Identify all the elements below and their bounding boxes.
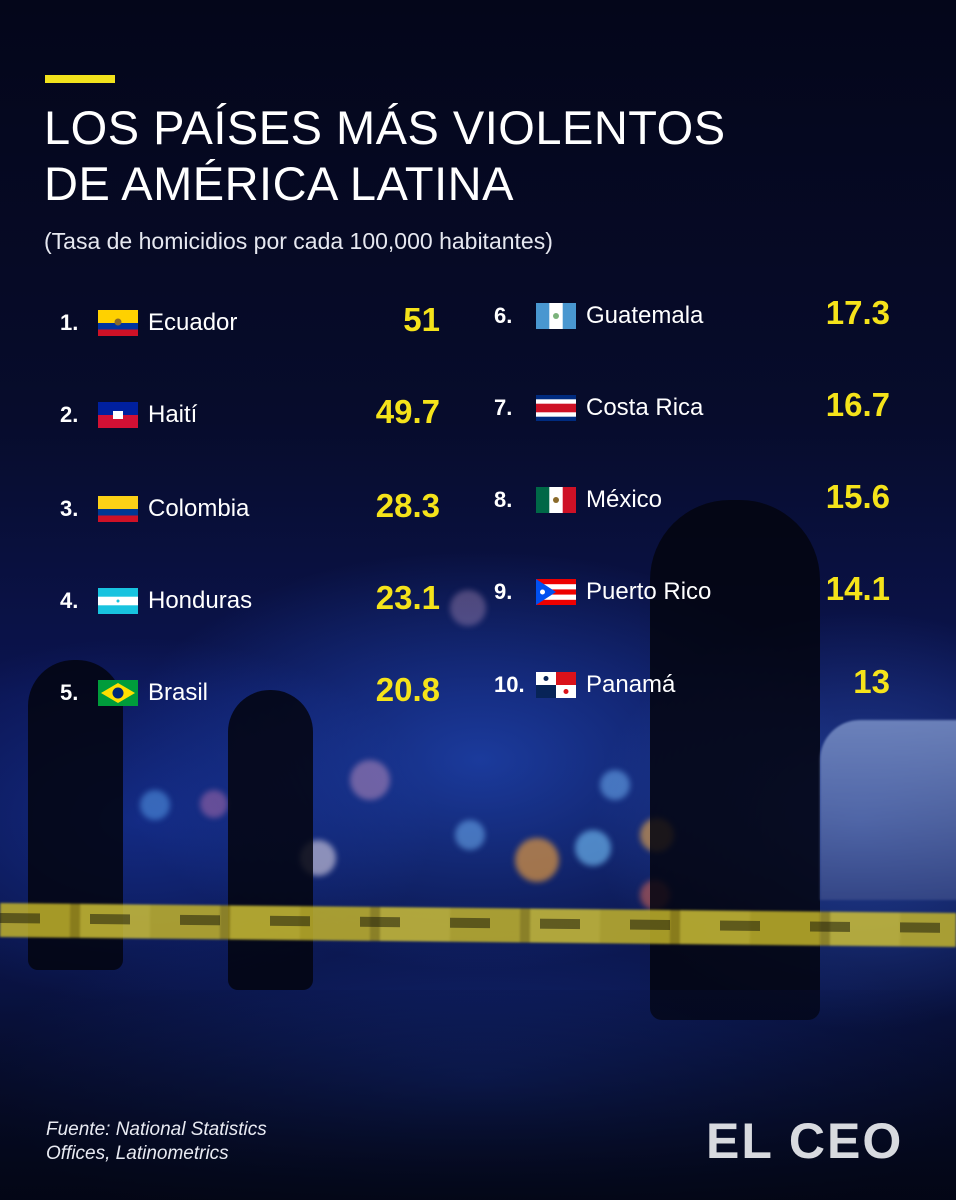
rank-number: 4. xyxy=(60,588,79,613)
rate-value: 13 xyxy=(853,663,890,700)
colombia-flag-icon xyxy=(98,496,138,522)
rank-number: 10. xyxy=(494,672,525,697)
page-title: LOS PAÍSES MÁS VIOLENTOS DE AMÉRICA LATI… xyxy=(44,100,904,212)
country-name: Costa Rica xyxy=(586,394,704,421)
ranking-row-mexico: 8. México xyxy=(494,480,662,520)
ecuador-flag-icon xyxy=(98,310,138,336)
puerto-rico-flag-icon xyxy=(536,579,576,605)
ranking-row-guatemala: 6. Guatemala xyxy=(494,296,703,336)
source-line-1: Fuente: National Statistics xyxy=(46,1119,267,1140)
rank-number: 7. xyxy=(494,395,513,420)
brand-logo: EL CEO xyxy=(706,1113,904,1169)
ranking-row-panama: 10. Panamá xyxy=(494,665,675,705)
brazil-flag-icon xyxy=(98,680,138,706)
country-name: Panamá xyxy=(586,671,676,698)
ranking-row-puerto-rico: 9. Puerto Rico xyxy=(494,572,711,612)
rank-number: 8. xyxy=(494,487,513,512)
ranking-row-colombia: 3. Colombia xyxy=(60,489,249,529)
source-note: Fuente: National Statistics Offices, Lat… xyxy=(46,1118,267,1166)
honduras-flag-icon xyxy=(98,588,138,614)
rate-value: 28.3 xyxy=(375,487,440,524)
haiti-flag-icon xyxy=(98,402,138,428)
rank-number: 1. xyxy=(60,310,79,335)
country-name: Guatemala xyxy=(586,302,704,329)
page-subtitle: (Tasa de homicidios por cada 100,000 hab… xyxy=(44,228,553,254)
rate-value: 17.3 xyxy=(825,294,890,331)
rate-value: 23.1 xyxy=(375,579,440,616)
rate-value: 14.1 xyxy=(825,570,890,607)
country-name: Honduras xyxy=(148,587,253,614)
ranking-row-ecuador: 1. Ecuador xyxy=(60,303,237,343)
panama-flag-icon xyxy=(536,672,576,698)
guatemala-flag-icon xyxy=(536,303,576,329)
rate-value: 49.7 xyxy=(375,393,440,430)
country-name: Colombia xyxy=(148,495,250,522)
rank-number: 9. xyxy=(494,579,513,604)
source-line-2: Offices, Latinometrics xyxy=(46,1143,229,1164)
rank-number: 2. xyxy=(60,402,79,427)
rate-value: 15.6 xyxy=(825,478,890,515)
ranking-row-honduras: 4. Honduras xyxy=(60,581,252,621)
rank-number: 5. xyxy=(60,680,79,705)
title-line-2: DE AMÉRICA LATINA xyxy=(44,157,514,210)
rate-value: 51 xyxy=(403,301,440,338)
country-name: Haití xyxy=(148,401,198,428)
ranking-row-brasil: 5. Brasil xyxy=(60,673,208,713)
title-line-1: LOS PAÍSES MÁS VIOLENTOS xyxy=(44,101,726,154)
rank-number: 3. xyxy=(60,496,79,521)
title-accent-bar xyxy=(45,75,115,83)
country-name: México xyxy=(586,486,663,513)
mexico-flag-icon xyxy=(536,487,576,513)
country-name: Puerto Rico xyxy=(586,578,712,605)
rate-value: 20.8 xyxy=(375,671,440,708)
rate-value: 16.7 xyxy=(825,386,890,423)
ranking-row-haiti: 2. Haití xyxy=(60,395,197,435)
rank-number: 6. xyxy=(494,303,513,328)
country-name: Brasil xyxy=(148,679,209,706)
costa-rica-flag-icon xyxy=(536,395,576,421)
country-name: Ecuador xyxy=(148,309,238,336)
ranking-row-costa-rica: 7. Costa Rica xyxy=(494,388,703,428)
